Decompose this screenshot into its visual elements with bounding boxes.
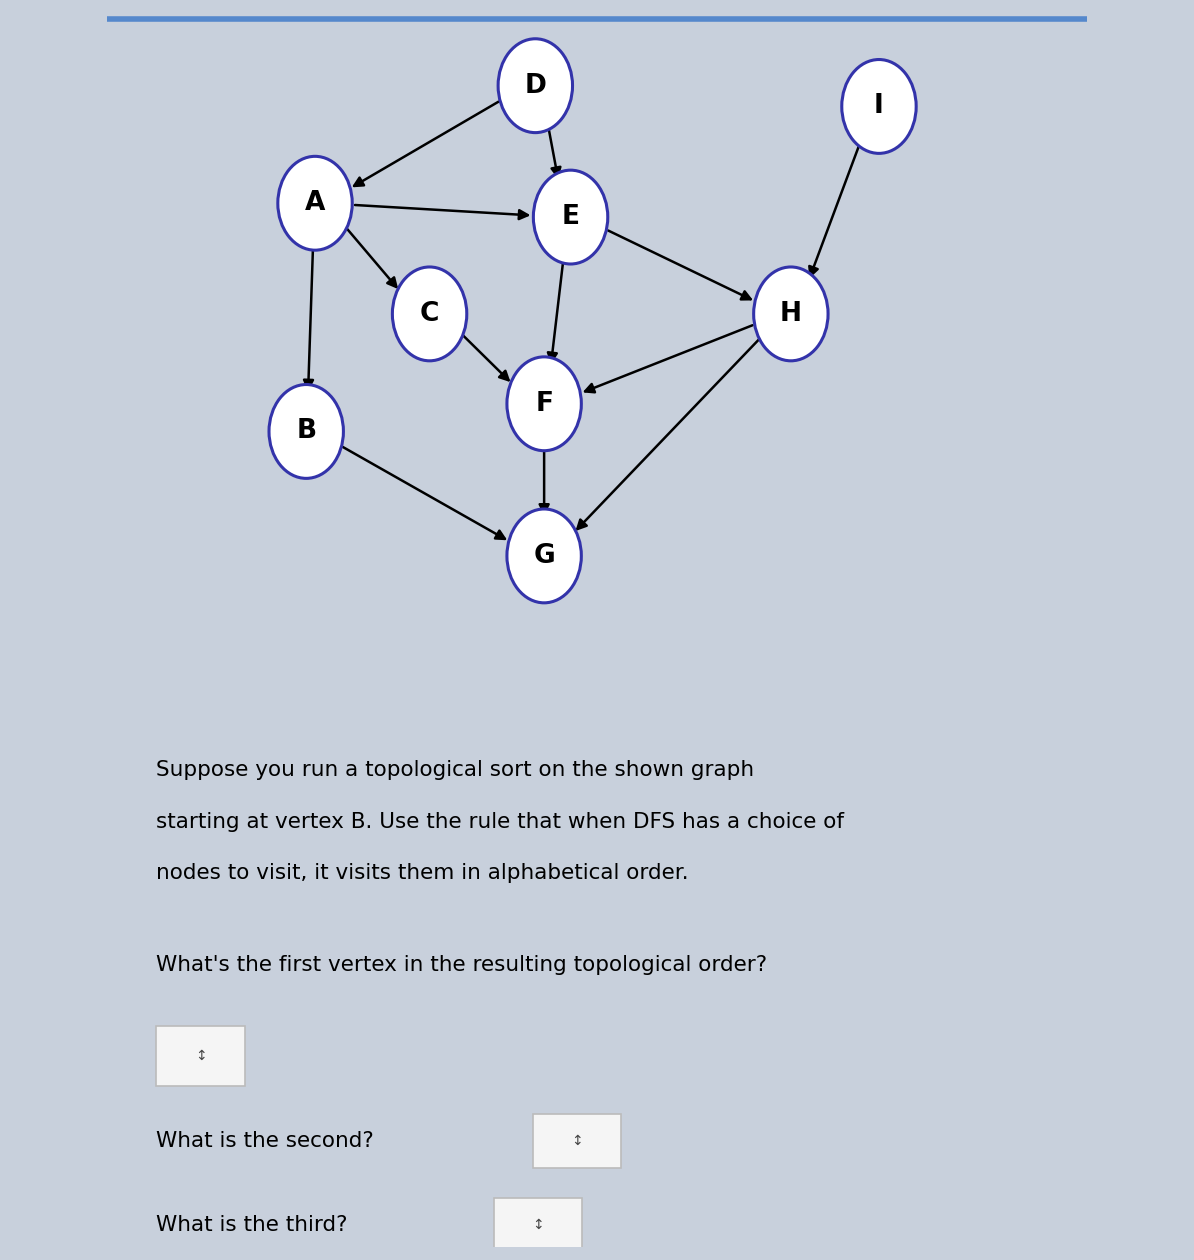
Circle shape	[393, 267, 467, 360]
Text: ↕: ↕	[572, 1134, 583, 1148]
Text: B: B	[296, 418, 316, 445]
Text: What is the second?: What is the second?	[156, 1131, 374, 1152]
Text: ↕: ↕	[533, 1218, 544, 1232]
Bar	[494, 1198, 583, 1252]
Text: starting at vertex B. Use the rule that when DFS has a choice of: starting at vertex B. Use the rule that …	[156, 811, 844, 832]
Text: ↕: ↕	[195, 1050, 207, 1063]
Text: Suppose you run a topological sort on the shown graph: Suppose you run a topological sort on th…	[156, 760, 755, 780]
Circle shape	[534, 170, 608, 265]
Circle shape	[842, 59, 916, 154]
Text: G: G	[534, 543, 555, 570]
Bar	[534, 1114, 621, 1168]
Circle shape	[269, 384, 344, 479]
Text: H: H	[780, 301, 802, 326]
Text: E: E	[561, 204, 579, 231]
Text: I: I	[874, 93, 884, 120]
Text: A: A	[304, 190, 325, 217]
Bar	[156, 1027, 245, 1086]
Text: What's the first vertex in the resulting topological order?: What's the first vertex in the resulting…	[156, 955, 768, 975]
Circle shape	[507, 509, 581, 602]
Circle shape	[753, 267, 829, 360]
Text: What is the third?: What is the third?	[156, 1215, 347, 1235]
Text: nodes to visit, it visits them in alphabetical order.: nodes to visit, it visits them in alphab…	[156, 863, 689, 883]
Text: C: C	[420, 301, 439, 326]
Text: F: F	[535, 391, 553, 417]
Circle shape	[278, 156, 352, 251]
Text: D: D	[524, 73, 547, 98]
Circle shape	[498, 39, 572, 132]
Circle shape	[507, 357, 581, 451]
